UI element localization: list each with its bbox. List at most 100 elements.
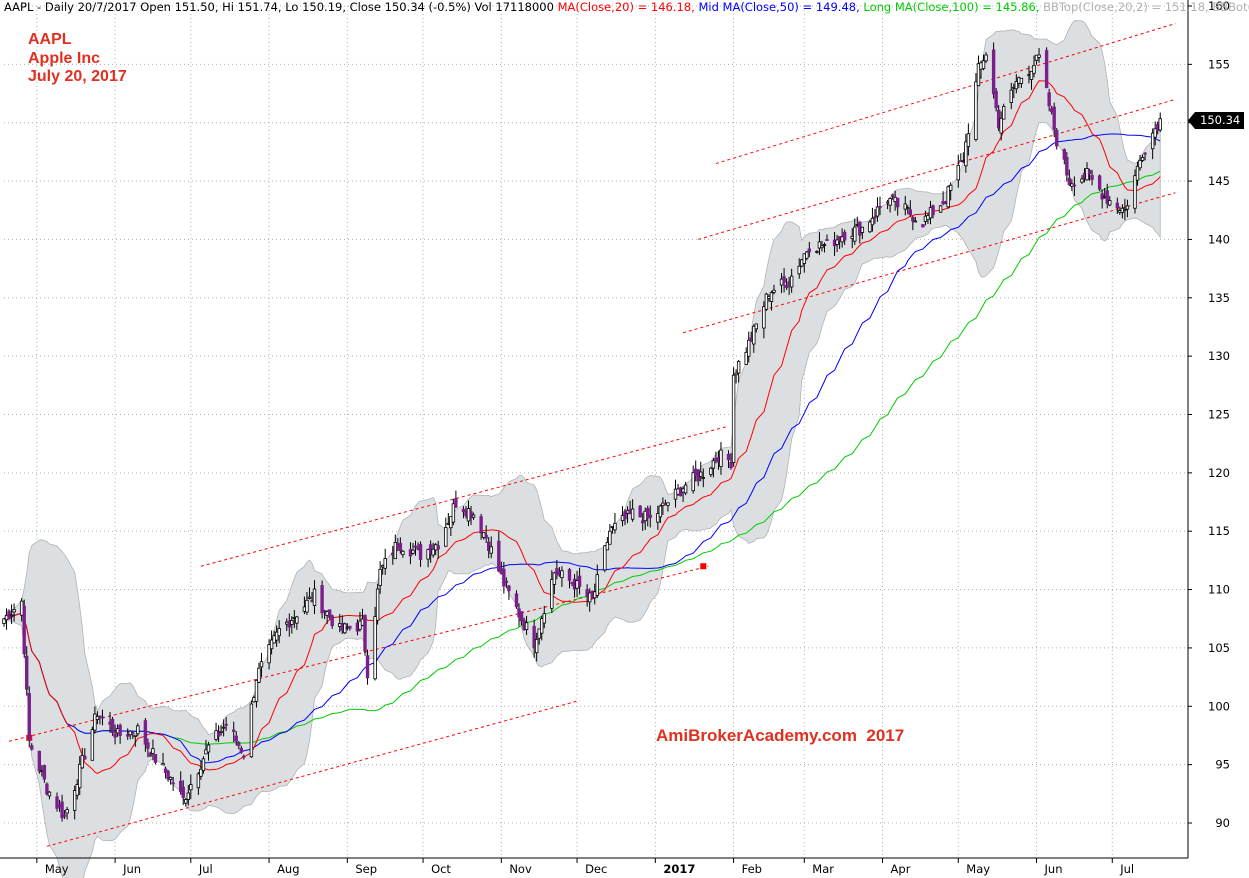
candle-body [181, 786, 185, 798]
candle-body [1080, 178, 1084, 183]
candle-body [595, 574, 599, 596]
candle-body [656, 513, 660, 523]
candle-body [12, 609, 16, 613]
candle-body [878, 205, 882, 208]
y-tick-label: 145 [1208, 174, 1230, 188]
candle-body [532, 625, 536, 649]
candle-body [1143, 152, 1147, 155]
bbtop-legend: BBTop(Close,20,2) = 151.18, [1039, 0, 1209, 14]
candle-body [161, 763, 165, 766]
candle-body [189, 784, 193, 791]
candle-body [267, 644, 271, 664]
candle-body [2, 618, 6, 624]
candle-body [870, 217, 875, 226]
candle-body [1072, 184, 1077, 187]
candle-body [938, 205, 943, 213]
candle-body [383, 558, 387, 569]
candle-body [454, 498, 458, 508]
candle-body [1097, 175, 1102, 190]
candle-body [789, 275, 794, 288]
candle-body [126, 734, 130, 737]
moving-averages [3, 80, 1161, 774]
candle-body [411, 549, 415, 554]
candle-body [398, 542, 403, 552]
candle-body [148, 752, 153, 757]
last-price-value: 150.34 [1200, 113, 1241, 127]
y-tick-label: 105 [1208, 641, 1230, 655]
candle-body [542, 613, 546, 624]
candle-body [365, 655, 370, 679]
candle-body [514, 593, 519, 608]
y-tick-label: 135 [1208, 291, 1230, 305]
x-tick-label: Jun [122, 862, 141, 876]
y-tick-label: 95 [1215, 758, 1230, 772]
candle-body [143, 720, 148, 745]
candle-body [60, 801, 64, 819]
candle-body [146, 742, 150, 749]
x-tick-label: Oct [431, 862, 451, 876]
candle-body [186, 792, 190, 800]
candle-body [873, 216, 877, 219]
candle-body [999, 118, 1003, 134]
candle-body [658, 505, 663, 518]
candle-body [1135, 165, 1140, 181]
candle-body [519, 611, 524, 622]
candle-body [719, 449, 723, 468]
candle-body [1090, 175, 1094, 180]
candle-body [726, 453, 731, 461]
candle-body [605, 541, 610, 551]
candle-body [27, 693, 31, 741]
candle-body [764, 293, 769, 310]
candle-body [479, 516, 483, 534]
candle-body [484, 534, 488, 539]
candle-body [305, 599, 309, 613]
trendline [200, 425, 729, 567]
candle-body [731, 374, 736, 464]
candle-body [638, 505, 642, 518]
candle-body [184, 799, 188, 804]
candle-body [1150, 132, 1155, 150]
candle-body [699, 471, 703, 477]
grid-lines [4, 5, 1188, 858]
candle-body [22, 605, 26, 655]
candle-body [363, 614, 367, 652]
company-label: Apple Inc [28, 50, 101, 67]
candle-body [835, 239, 839, 245]
candle-body [1085, 168, 1089, 181]
x-tick-label: May [45, 862, 69, 876]
candle-body [259, 661, 264, 668]
candle-body [709, 467, 713, 475]
candle-body [232, 729, 236, 732]
candle-body [1065, 156, 1069, 176]
candle-body [242, 755, 246, 758]
ticker-info: AAPL - Daily 20/7/2017 Open 151.50, Hi 1… [4, 0, 554, 14]
candle-body [90, 729, 95, 761]
candle-body [805, 251, 809, 259]
candle-body [906, 207, 910, 210]
candle-body [504, 580, 509, 584]
candle-body [418, 544, 423, 560]
candle-body [1037, 54, 1041, 58]
x-tick-label: Mar [812, 862, 834, 876]
candle-body [552, 572, 557, 585]
candle-body [199, 768, 203, 777]
candle-body [825, 239, 829, 241]
candle-body [151, 748, 155, 754]
candle-body [471, 514, 476, 518]
candle-body [502, 568, 506, 587]
candle-body [168, 776, 173, 780]
ma20-legend: MA(Close,20) = 146.18, [553, 0, 695, 14]
candles [2, 42, 1162, 822]
candle-body [540, 618, 544, 634]
candle-body [762, 306, 766, 329]
candle-body [224, 723, 228, 726]
trendline [698, 98, 1176, 240]
candle-body [1115, 202, 1120, 209]
ma100-line [3, 170, 1161, 745]
candle-body [991, 49, 996, 95]
candle-body [239, 747, 244, 753]
x-tick-label: Aug [277, 862, 299, 876]
candle-body [254, 679, 259, 702]
y-tick-label: 160 [1208, 0, 1230, 13]
